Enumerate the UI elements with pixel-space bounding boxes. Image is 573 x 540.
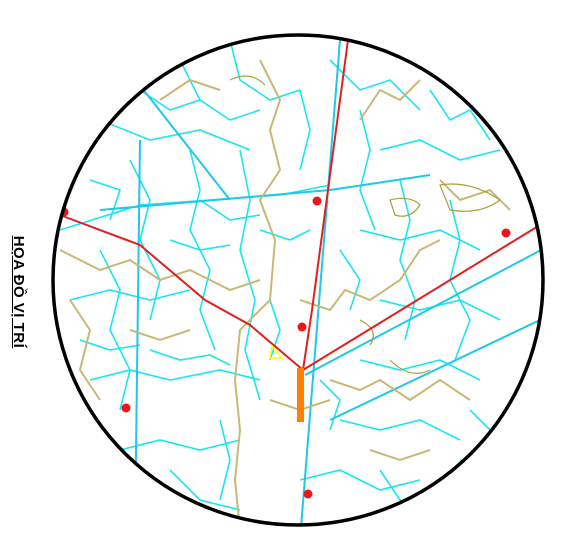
landmark-triangle-icon	[269, 344, 284, 359]
site-marker	[297, 368, 304, 422]
minor-roads	[59, 39, 511, 511]
red-dot-marker	[312, 196, 322, 206]
map-border	[51, 33, 545, 527]
main-roads	[59, 39, 541, 371]
red-dot-marker	[501, 228, 511, 238]
red-dot-marker	[121, 403, 131, 413]
contours	[229, 75, 502, 374]
map-title: HỌA ĐỒ VỊ TRÍ	[10, 235, 27, 349]
map-content	[59, 39, 543, 525]
red-dot-marker	[303, 489, 313, 499]
boundaries	[59, 59, 511, 525]
red-dot-marker	[297, 322, 307, 332]
major-roads	[99, 39, 543, 525]
